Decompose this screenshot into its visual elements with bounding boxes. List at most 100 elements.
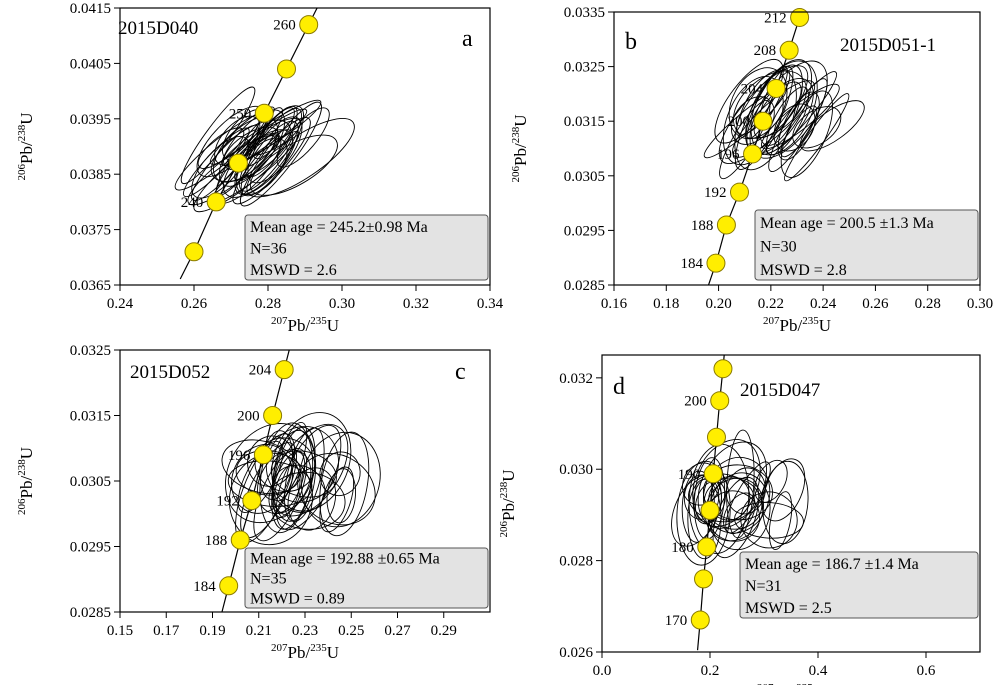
error-ellipse [703, 456, 771, 534]
y-tick-label: 0.0405 [70, 56, 111, 72]
x-tick-label: 0.6 [917, 663, 936, 679]
concordia-age-point [228, 153, 248, 173]
concordia-age-point [242, 491, 262, 511]
n-text: N=35 [250, 571, 287, 588]
x-tick-label: 0.28 [255, 296, 281, 312]
error-ellipse [703, 87, 787, 159]
y-axis-label-main: U [17, 113, 36, 125]
x-tick-label: 0.17 [153, 623, 180, 639]
concordia-age-point [254, 103, 274, 123]
error-ellipse [761, 458, 806, 522]
age-label: 180 [671, 540, 694, 556]
x-axis-label-sup: 207 [271, 642, 288, 654]
mean-age-text: Mean age = 192.88 ±0.65 Ma [250, 551, 440, 568]
concordia-age-point [694, 569, 714, 589]
stats-box: Mean age = 245.2±0.98 Ma N=36 MSWD = 2.6 [244, 214, 489, 281]
x-axis-label-main: Pb/ [774, 683, 797, 685]
error-ellipse [319, 451, 361, 497]
error-ellipse [777, 91, 820, 161]
x-tick-label: 0.28 [915, 296, 941, 312]
x-axis-label-main: Pb/ [288, 643, 311, 662]
concordia-age-point [219, 576, 239, 596]
y-axis-label-sup: 206 [510, 165, 522, 182]
x-tick-label: 0.26 [862, 296, 889, 312]
error-ellipse [275, 424, 342, 531]
panel-letter: d [613, 374, 625, 400]
y-tick-label: 0.0295 [70, 540, 111, 556]
age-label: 250 [229, 106, 252, 122]
concordia-age-point [274, 360, 294, 380]
error-ellipses [703, 58, 865, 182]
concordia-age-point [706, 427, 726, 447]
y-tick-label: 0.0335 [564, 5, 605, 21]
mean-age-text: Mean age = 186.7 ±1.4 Ma [745, 556, 919, 573]
x-tick-label: 0.27 [384, 623, 411, 639]
error-ellipse [228, 452, 313, 546]
error-ellipse [758, 64, 803, 146]
y-axis-label-sup: 238 [510, 126, 522, 143]
x-tick-label: 0.20 [705, 296, 731, 312]
x-tick-label: 0.26 [181, 296, 208, 312]
concordia-age-point [206, 192, 226, 212]
x-tick-label: 0.2 [701, 663, 720, 679]
age-label: 188 [691, 218, 714, 234]
error-ellipse [792, 106, 842, 149]
error-ellipse [732, 80, 816, 158]
x-tick-label: 0.29 [431, 623, 457, 639]
concordia-age-point [230, 530, 250, 550]
error-ellipse [768, 491, 793, 550]
age-label: 190 [678, 467, 701, 483]
error-ellipse [247, 435, 295, 487]
error-ellipse [740, 491, 798, 549]
y-axis-label: 206Pb/238U [16, 447, 36, 515]
mswd-text: MSWD = 0.89 [250, 591, 345, 608]
y-tick-label: 0.0375 [70, 223, 111, 239]
y-axis-label-sup: 238 [16, 459, 28, 476]
y-tick-label: 0.0395 [70, 112, 111, 128]
x-tick-label: 0.15 [107, 623, 133, 639]
y-tick-label: 0.0365 [70, 278, 111, 294]
error-ellipse [273, 464, 301, 519]
y-axis-label-main: U [17, 447, 36, 459]
concordia-age-point [700, 500, 720, 520]
x-tick-label: 0.24 [107, 296, 134, 312]
error-ellipse [231, 444, 293, 514]
error-ellipse [765, 86, 810, 156]
plot-frame [119, 7, 491, 286]
error-ellipse [297, 453, 376, 526]
y-tick-label: 0.032 [559, 371, 593, 387]
sample-name: 2015D051-1 [840, 35, 936, 56]
error-ellipse [753, 81, 802, 139]
x-axis-label-main: U [327, 643, 339, 662]
concordia-age-point [263, 406, 283, 425]
y-axis-label-sup: 238 [498, 481, 510, 498]
x-tick-label: 0.30 [967, 296, 993, 312]
sample-name: 2015D047 [740, 380, 820, 401]
y-axis-label-sup: 206 [16, 163, 28, 180]
stats-box-bg [244, 547, 489, 609]
age-label: 192 [216, 494, 239, 510]
error-ellipses [221, 412, 381, 546]
concordia-age-point [753, 111, 773, 131]
x-axis-label-sup: 207 [271, 315, 288, 327]
x-tick-label: 0.30 [329, 296, 355, 312]
y-axis-label: 206Pb/238U [498, 470, 518, 538]
x-axis-label-main: Pb/ [288, 316, 311, 335]
age-label: 208 [754, 43, 777, 59]
x-tick-label: 0.32 [403, 296, 429, 312]
error-ellipse [780, 105, 818, 158]
panel-a: 240 250 260 0.24 0.26 0.28 0.30 0.32 0.34 0.0365 0… [16, 1, 504, 335]
error-ellipse [319, 466, 355, 533]
stats-box-bg [739, 551, 979, 619]
sample-name: 2015D040 [118, 18, 198, 39]
panel-d: 170 180 190 200 0.0 0.2 0.4 0.6 0.026 0.028 0.030 0… [498, 354, 981, 685]
error-ellipse [191, 136, 250, 199]
y-axis-label-sup: 238 [16, 124, 28, 141]
plot-frame [613, 11, 981, 286]
x-tick-label: 0.0 [593, 663, 612, 679]
error-ellipse [271, 423, 349, 517]
error-ellipse [726, 429, 755, 539]
error-ellipse [180, 86, 256, 185]
mean-age-text: Mean age = 200.5 ±1.3 Ma [760, 215, 934, 232]
age-label: 200 [684, 394, 707, 410]
